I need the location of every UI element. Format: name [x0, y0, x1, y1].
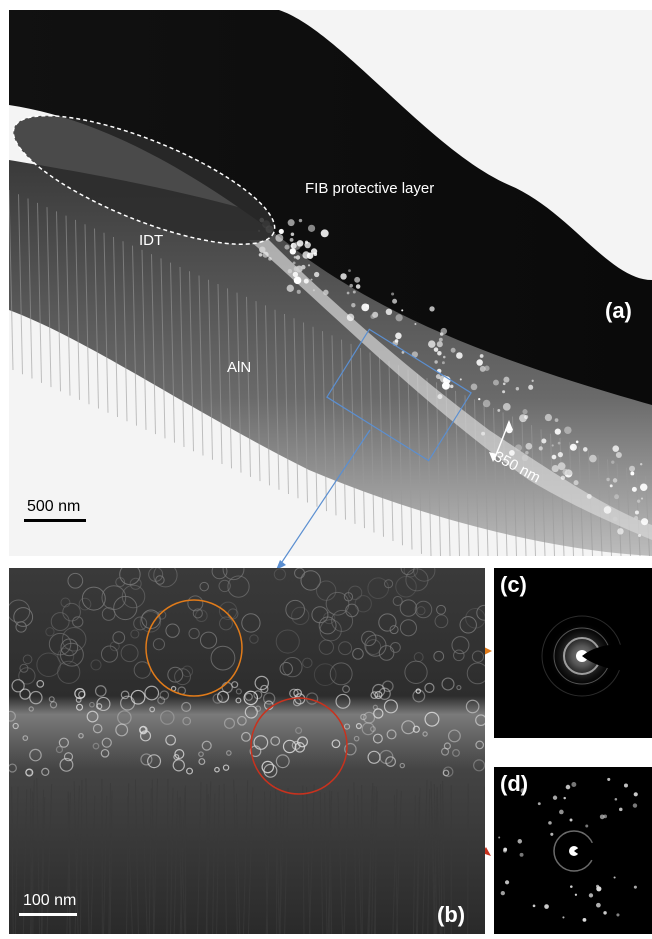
circle-d [250, 697, 348, 795]
panel-b-label: (b) [437, 902, 466, 927]
aln-label: AlN [227, 359, 252, 376]
diffraction-d-graphic [494, 767, 652, 934]
scale-bar-a [24, 519, 86, 522]
diffraction-c-graphic [494, 568, 652, 738]
scale-bar-a-label: 500 nm [27, 498, 81, 515]
zoom-box [326, 328, 472, 462]
scale-bar-b-label: 100 nm [23, 892, 77, 909]
fib-layer-label: FIB protective layer [305, 180, 435, 197]
tem-image-a: FIB protective layer IDT AlN 350 nm (a) … [9, 10, 652, 556]
tem-image-b-graphic [9, 568, 485, 934]
panel-d-label: (d) [500, 771, 529, 796]
panel-c-label: (c) [500, 572, 527, 597]
idt-label: IDT [139, 232, 164, 249]
diffraction-d: (d) [494, 767, 652, 934]
circle-c [145, 599, 243, 697]
panel-a-label: (a) [605, 298, 632, 323]
tem-image-a-graphic [9, 10, 652, 556]
diffraction-c: (c) [494, 568, 652, 738]
tem-image-b: (b) 100 nm [9, 568, 485, 934]
scale-bar-b [19, 913, 77, 916]
idt-outline [12, 115, 276, 245]
